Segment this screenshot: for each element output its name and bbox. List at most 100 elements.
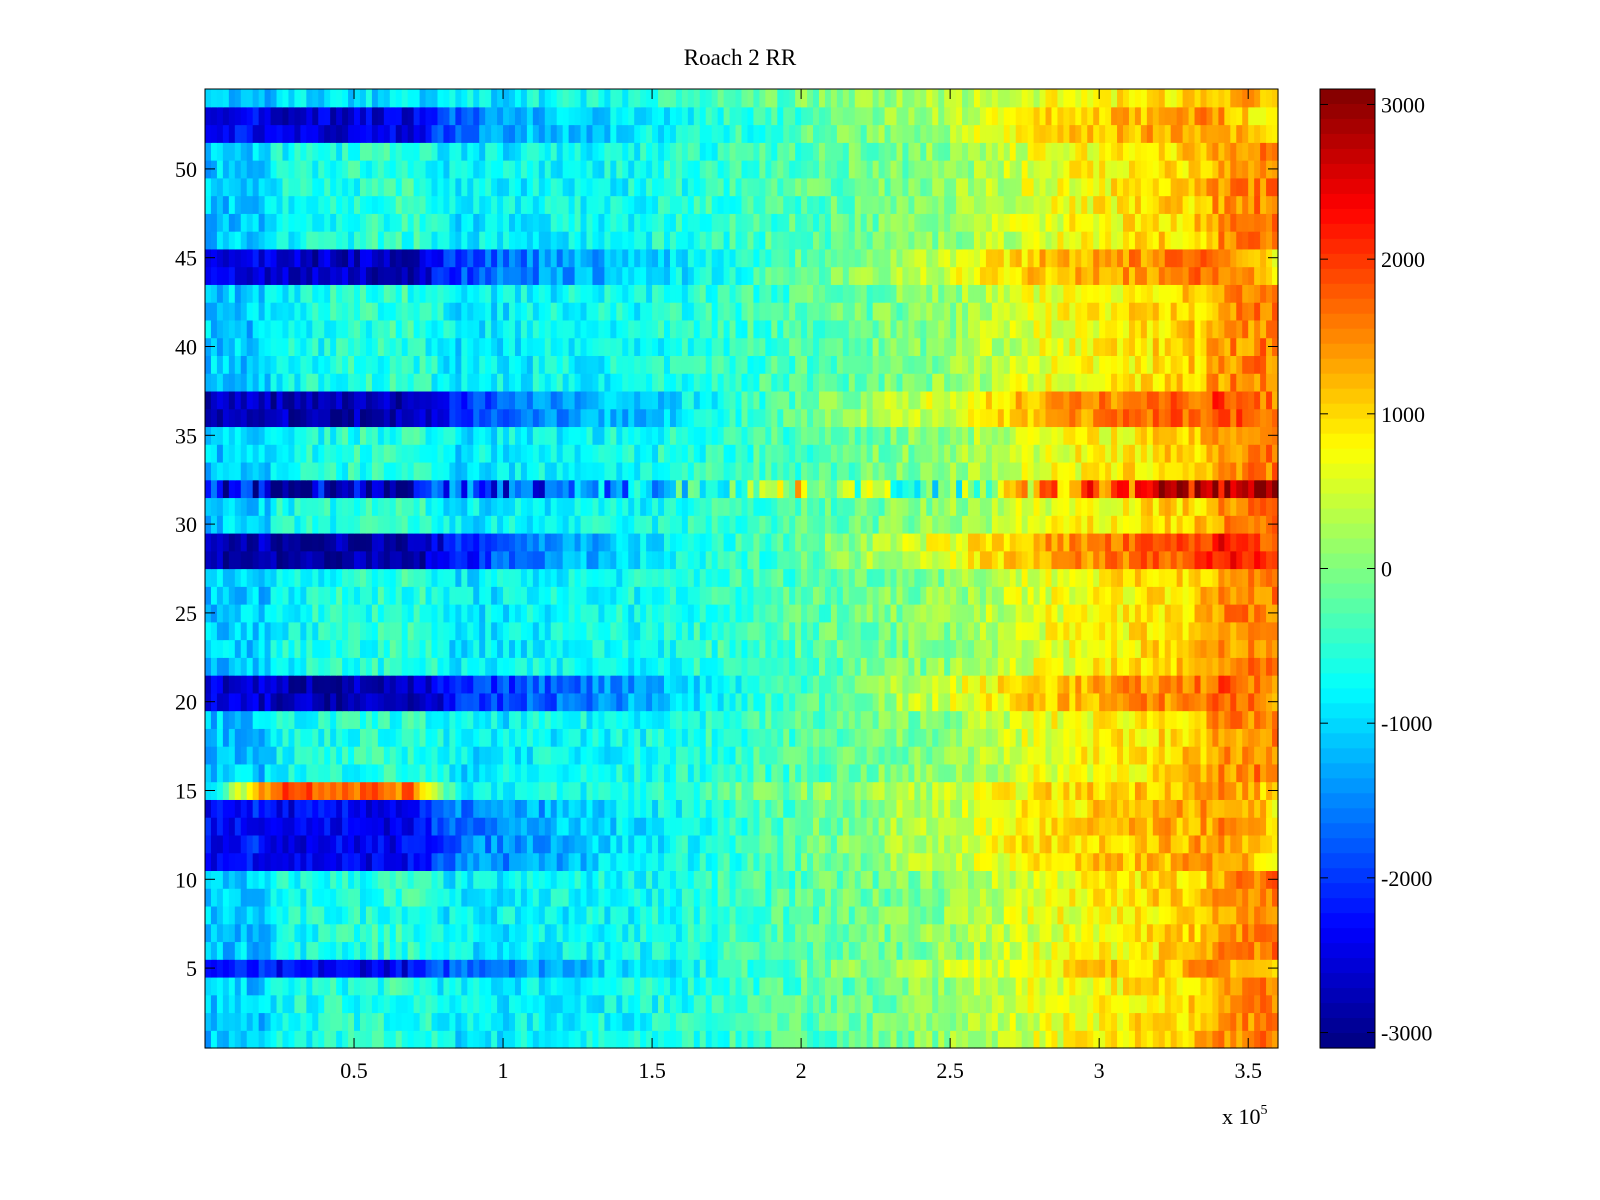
heatmap-cell [479,852,486,872]
heatmap-cell [1069,568,1076,587]
heatmap-cell [485,763,492,783]
heatmap-cell [1242,852,1249,872]
heatmap-cell [318,728,325,747]
heatmap-cell [455,746,462,765]
heatmap-cell [669,657,677,676]
heatmap-cell [711,781,719,800]
heatmap-cell [753,888,760,907]
heatmap-cell [359,639,367,658]
heatmap-cell [1146,870,1154,889]
heatmap-cell [479,888,486,907]
heatmap-cell [222,852,230,872]
heatmap-cell [926,941,933,960]
heatmap-cell [616,675,623,694]
heatmap-cell [848,586,856,605]
heatmap-cell [1027,870,1035,889]
heatmap-cell [1075,675,1082,694]
heatmap-cell [866,657,874,676]
heatmap-cell [586,728,594,747]
heatmap-cell [568,746,576,765]
heatmap-cell [437,1012,445,1031]
heatmap-cell [359,568,367,587]
heatmap-cell [568,941,576,960]
heatmap-cell [1266,976,1273,996]
heatmap-cell [932,746,939,765]
heatmap-cell [1003,888,1011,907]
heatmap-cell [210,639,218,658]
heatmap-cell [1033,1030,1041,1049]
heatmap-cell [1009,959,1017,978]
heatmap-cell [1009,710,1017,729]
heatmap-cell [431,710,439,729]
heatmap-cell [765,976,772,996]
heatmap-cell [1188,799,1196,818]
heatmap-cell [443,675,450,694]
heatmap-cell [854,728,862,747]
heatmap-cell [902,568,910,587]
heatmap-cell [1212,852,1219,872]
heatmap-cell [449,550,456,570]
heatmap-cell [407,959,415,978]
heatmap-cell [1009,639,1017,658]
heatmap-cell [580,604,588,623]
heatmap-cell [252,639,260,658]
heatmap-cell [312,941,319,960]
heatmap-cell [765,692,772,712]
heatmap-cell [1123,817,1130,836]
heatmap-cell [1158,976,1166,996]
heatmap-cell [1033,639,1041,658]
heatmap-cell [1081,710,1088,729]
heatmap-cell [437,728,445,747]
heatmap-cell [407,923,415,943]
heatmap-cell [854,550,862,570]
heatmap-cell [568,710,576,729]
heatmap-cell [997,941,1005,960]
heatmap-cell [580,586,588,605]
heatmap-cell [1111,923,1118,943]
heatmap-cell [634,923,641,943]
heatmap-cell [1117,799,1124,818]
heatmap-cell [1087,852,1094,872]
heatmap-cell [908,888,915,907]
heatmap-cell [1254,976,1261,996]
heatmap-cell [658,621,665,641]
heatmap-cell [246,728,254,747]
heatmap-cell [1075,959,1082,978]
heatmap-cell [449,905,456,925]
heatmap-cell [1057,923,1064,943]
heatmap-cell [813,728,820,747]
heatmap-cell [658,905,665,925]
heatmap-cell [860,905,868,925]
heatmap-cell [485,550,492,570]
heatmap-cell [1003,710,1011,729]
heatmap-cell [342,976,349,996]
heatmap-cell [729,817,737,836]
heatmap-cell [598,657,605,676]
heatmap-cell [878,568,886,587]
heatmap-cell [795,923,802,943]
heatmap-cell [258,675,266,694]
heatmap-cell [318,781,325,800]
heatmap-cell [1081,959,1088,978]
heatmap-cell [735,710,743,729]
heatmap-cell [866,728,874,747]
heatmap-cell [485,710,492,729]
heatmap-cell [1176,888,1184,907]
heatmap-cell [1033,710,1041,729]
heatmap-cell [765,639,772,658]
heatmap-cell [526,870,534,889]
heatmap-cell [848,959,856,978]
heatmap-cell [860,959,868,978]
heatmap-cell [813,763,820,783]
heatmap-cell [1182,799,1190,818]
heatmap-cell [1063,959,1070,978]
heatmap-cell [604,550,611,570]
heatmap-cell [449,639,456,658]
heatmap-cell [634,675,641,694]
heatmap-cell [1182,905,1190,925]
heatmap-cell [222,905,230,925]
heatmap-cell [1242,586,1249,605]
heatmap-cell [1218,586,1225,605]
heatmap-cell [973,586,981,605]
heatmap-cell [604,604,611,623]
